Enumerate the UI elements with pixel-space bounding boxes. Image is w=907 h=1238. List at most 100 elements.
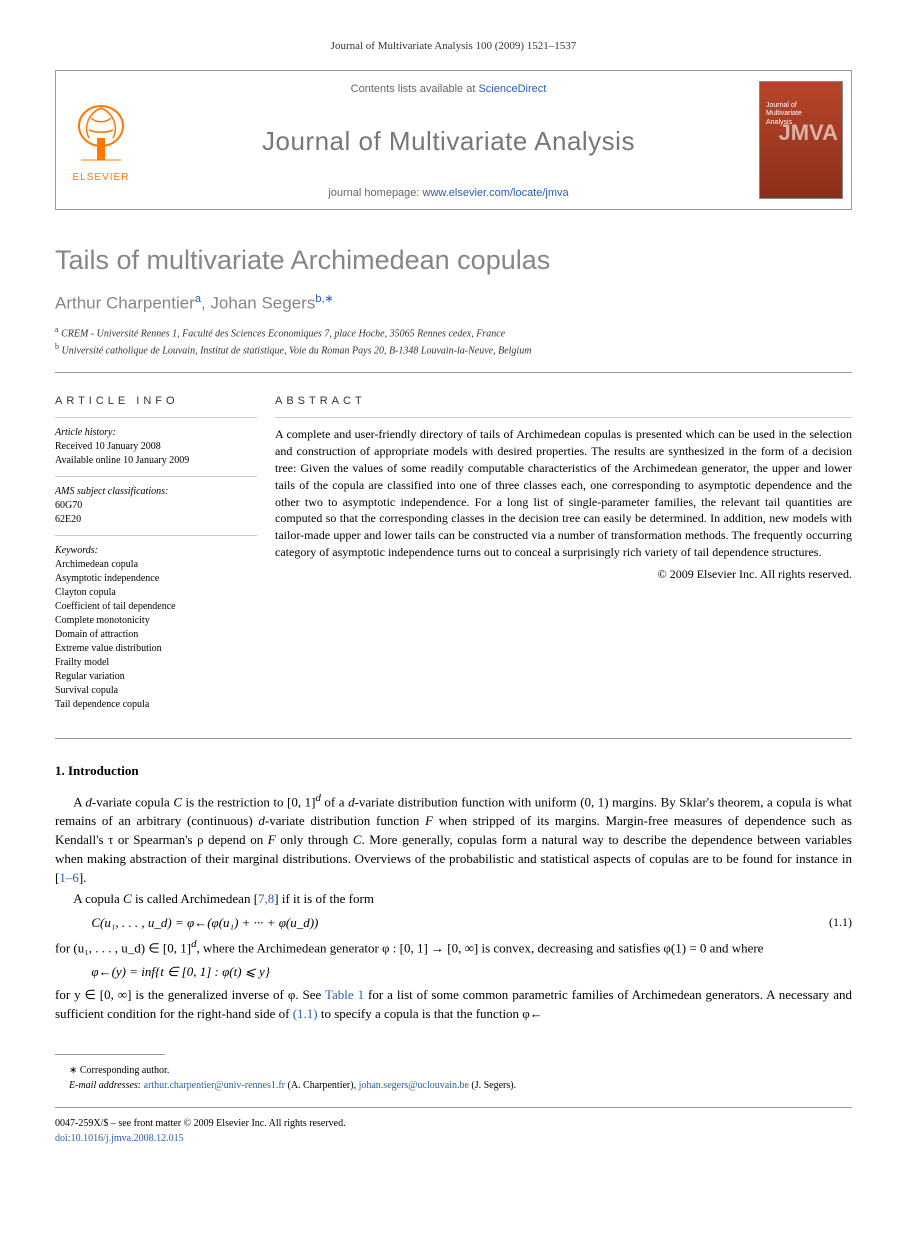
keyword: Regular variation bbox=[55, 670, 257, 684]
t: , where the Archimedean generator φ : [0… bbox=[197, 940, 764, 955]
t: F bbox=[268, 832, 276, 847]
emails-label: E-mail addresses: bbox=[69, 1080, 141, 1091]
table-link[interactable]: Table 1 bbox=[325, 987, 364, 1002]
abstract-column: ABSTRACT A complete and user-friendly di… bbox=[275, 395, 852, 720]
t: for y ∈ [0, ∞] is the generalized invers… bbox=[55, 987, 325, 1002]
keyword: Frailty model bbox=[55, 656, 257, 670]
footer-rule bbox=[55, 1107, 852, 1108]
journal-reference: Journal of Multivariate Analysis 100 (20… bbox=[55, 40, 852, 52]
abstract-head: ABSTRACT bbox=[275, 395, 852, 407]
author-2-sup: b,∗ bbox=[315, 293, 333, 305]
author-2: Johan Segers bbox=[210, 294, 315, 313]
contents-available-line: Contents lists available at ScienceDirec… bbox=[351, 83, 547, 95]
header-center: Contents lists available at ScienceDirec… bbox=[146, 71, 751, 209]
t: -variate copula bbox=[92, 795, 173, 810]
sciencedirect-link[interactable]: ScienceDirect bbox=[478, 83, 546, 95]
keywords-block: Keywords: Archimedean copula Asymptotic … bbox=[55, 535, 257, 720]
t: A copula bbox=[73, 891, 123, 906]
authors-line: Arthur Charpentiera, Johan Segersb,∗ bbox=[55, 292, 852, 314]
eq-link[interactable]: (1.1) bbox=[293, 1006, 318, 1021]
copyright: © 2009 Elsevier Inc. All rights reserved… bbox=[275, 567, 852, 582]
t: -variate distribution function bbox=[265, 813, 425, 828]
ref-link[interactable]: 7,8 bbox=[258, 891, 274, 906]
elsevier-tree-icon bbox=[71, 98, 131, 168]
journal-cover-image: Journal of Multivariate Analysis JMVA bbox=[759, 81, 843, 199]
t: C bbox=[123, 891, 132, 906]
aff-b-text: Université catholique de Louvain, Instit… bbox=[62, 345, 532, 356]
intro-para-4: for y ∈ [0, ∞] is the generalized invers… bbox=[55, 986, 852, 1024]
emails-note: E-mail addresses: arthur.charpentier@uni… bbox=[55, 1078, 852, 1093]
ams-block: AMS subject classifications: 60G70 62E20 bbox=[55, 476, 257, 535]
equation-1-1: C(u₁, . . . , u_d) = φ←(φ(u₁) + ··· + φ(… bbox=[91, 915, 852, 931]
publisher-logo-block: ELSEVIER bbox=[56, 71, 146, 209]
intro-para-3: for (u₁, . . . , u_d) ∈ [0, 1]d, where t… bbox=[55, 937, 852, 958]
ams-1: 60G70 bbox=[55, 499, 257, 513]
author-1: Arthur Charpentier bbox=[55, 294, 195, 313]
affiliations: a CREM - Université Rennes 1, Faculté de… bbox=[55, 324, 852, 374]
ref-link[interactable]: 1–6 bbox=[59, 870, 79, 885]
homepage-prefix: journal homepage: bbox=[328, 187, 422, 199]
info-abstract-row: ARTICLE INFO Article history: Received 1… bbox=[55, 377, 852, 739]
keyword: Clayton copula bbox=[55, 586, 257, 600]
contents-prefix: Contents lists available at bbox=[351, 83, 479, 95]
t: ]. bbox=[79, 870, 87, 885]
t: F bbox=[425, 813, 433, 828]
keyword: Tail dependence copula bbox=[55, 698, 257, 712]
journal-name: Journal of Multivariate Analysis bbox=[262, 126, 635, 157]
aff-b-sup: b bbox=[55, 342, 59, 351]
history-label: Article history: bbox=[55, 426, 257, 440]
keyword: Domain of attraction bbox=[55, 628, 257, 642]
t: is the restriction to [0, 1] bbox=[182, 795, 315, 810]
journal-cover-thumb: Journal of Multivariate Analysis JMVA bbox=[751, 71, 851, 209]
email-link-2[interactable]: johan.segers@uclouvain.be bbox=[359, 1080, 469, 1091]
t: (J. Segers). bbox=[469, 1080, 516, 1091]
article-info-column: ARTICLE INFO Article history: Received 1… bbox=[55, 395, 275, 720]
eq-number: (1.1) bbox=[829, 915, 852, 930]
t: C bbox=[173, 795, 182, 810]
footer-copyright: 0047-259X/$ – see front matter © 2009 El… bbox=[55, 1116, 852, 1131]
corresponding-author-note: ∗ Corresponding author. bbox=[55, 1063, 852, 1078]
keywords-label: Keywords: bbox=[55, 544, 257, 558]
cover-line2: Multivariate bbox=[766, 110, 802, 117]
ams-label: AMS subject classifications: bbox=[55, 485, 257, 499]
keyword: Extreme value distribution bbox=[55, 642, 257, 656]
intro-para-1: A d-variate copula C is the restriction … bbox=[55, 791, 852, 888]
affiliation-b: b Université catholique de Louvain, Inst… bbox=[55, 341, 852, 358]
keyword: Archimedean copula bbox=[55, 558, 257, 572]
cover-line1: Journal of bbox=[766, 102, 797, 109]
t: ] if it is of the form bbox=[274, 891, 374, 906]
publisher-name: ELSEVIER bbox=[73, 172, 130, 183]
ams-2: 62E20 bbox=[55, 513, 257, 527]
intro-para-2: A copula C is called Archimedean [7,8] i… bbox=[55, 890, 852, 909]
keyword: Survival copula bbox=[55, 684, 257, 698]
header-banner: ELSEVIER Contents lists available at Sci… bbox=[55, 70, 852, 210]
t: of a bbox=[321, 795, 348, 810]
footnote-rule bbox=[55, 1054, 165, 1055]
author-1-sup: a bbox=[195, 293, 201, 305]
history-received: Received 10 January 2008 bbox=[55, 440, 257, 454]
doi-link[interactable]: 10.1016/j.jmva.2008.12.015 bbox=[71, 1133, 184, 1144]
section-1-head: 1. Introduction bbox=[55, 763, 852, 779]
homepage-link[interactable]: www.elsevier.com/locate/jmva bbox=[423, 187, 569, 199]
article-history-block: Article history: Received 10 January 200… bbox=[55, 417, 257, 476]
eq-body: C(u₁, . . . , u_d) = φ←(φ(u₁) + ··· + φ(… bbox=[91, 915, 318, 931]
t: for (u₁, . . . , u_d) ∈ [0, 1] bbox=[55, 940, 191, 955]
affiliation-a: a CREM - Université Rennes 1, Faculté de… bbox=[55, 324, 852, 341]
homepage-line: journal homepage: www.elsevier.com/locat… bbox=[328, 187, 568, 199]
equation-phi-inverse: φ←(y) = inf{t ∈ [0, 1] : φ(t) ⩽ y} bbox=[91, 964, 852, 980]
t: is called Archimedean [ bbox=[132, 891, 258, 906]
aff-a-text: CREM - Université Rennes 1, Faculté des … bbox=[61, 328, 505, 339]
t: only through bbox=[276, 832, 353, 847]
eq-body: φ←(y) = inf{t ∈ [0, 1] : φ(t) ⩽ y} bbox=[91, 964, 270, 980]
history-online: Available online 10 January 2009 bbox=[55, 454, 257, 468]
t: (A. Charpentier), bbox=[285, 1080, 359, 1091]
doi-prefix[interactable]: doi: bbox=[55, 1133, 71, 1144]
abstract-text: A complete and user-friendly directory o… bbox=[275, 426, 852, 560]
email-link-1[interactable]: arthur.charpentier@univ-rennes1.fr bbox=[144, 1080, 285, 1091]
keyword: Coefficient of tail dependence bbox=[55, 600, 257, 614]
t: A bbox=[73, 795, 85, 810]
keyword: Asymptotic independence bbox=[55, 572, 257, 586]
t: to specify a copula is that the function… bbox=[318, 1006, 543, 1021]
footer-doi: doi:10.1016/j.jmva.2008.12.015 bbox=[55, 1131, 852, 1146]
cover-acronym: JMVA bbox=[779, 120, 839, 146]
